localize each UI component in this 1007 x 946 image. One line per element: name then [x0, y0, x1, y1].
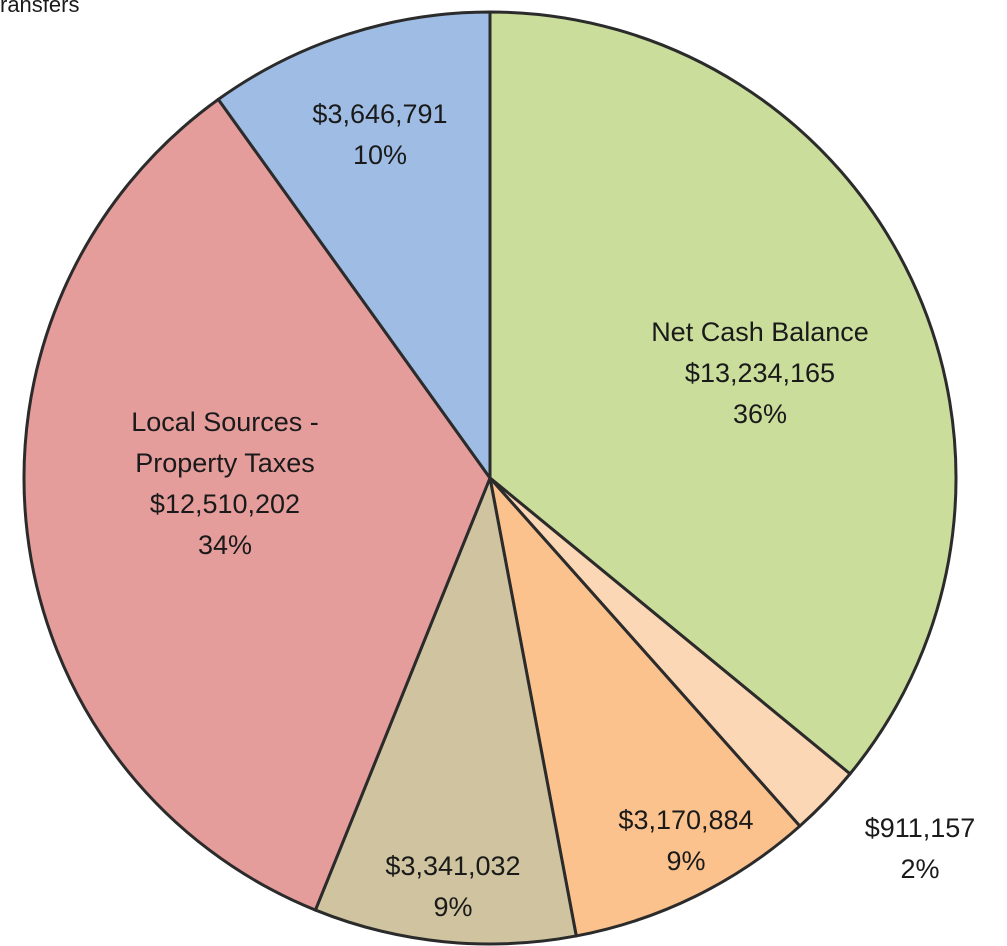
pie-slice: [488, 476, 802, 938]
slice-label: Net Cash Balance $13,234,165 36%: [625, 312, 895, 435]
pie-slice: [313, 476, 578, 946]
annotation: ransfers: [0, 0, 80, 17]
value-label: $3,341,032: [385, 851, 521, 881]
percent-label: 10%: [352, 140, 408, 170]
slice-label: $911,157 2%: [785, 808, 1007, 890]
value-label: $3,646,791: [312, 99, 448, 129]
pie-slice: [488, 10, 958, 776]
value-label: $12,510,202: [149, 489, 301, 519]
percent-label: 9%: [433, 892, 473, 922]
percent-label: 2%: [900, 854, 940, 884]
slice-label: Local Sources - Property Taxes $12,510,20…: [90, 402, 360, 566]
pie-slice: [216, 10, 492, 480]
pie-slice: [22, 97, 492, 912]
value-label: $13,234,165: [684, 358, 836, 388]
percent-label: 36%: [732, 399, 788, 429]
slice-label: $3,341,032 9%: [318, 846, 588, 928]
slice-label: $3,170,884 9%: [551, 800, 821, 882]
value-label: $3,170,884: [618, 805, 754, 835]
percent-label: 9%: [666, 846, 706, 876]
category-label: Net Cash Balance: [651, 317, 869, 347]
category-label: Local Sources - Property Taxes: [131, 407, 319, 478]
slice-label: $3,646,791 10%: [245, 94, 515, 176]
value-label: $911,157: [864, 813, 976, 843]
percent-label: 34%: [197, 530, 253, 560]
